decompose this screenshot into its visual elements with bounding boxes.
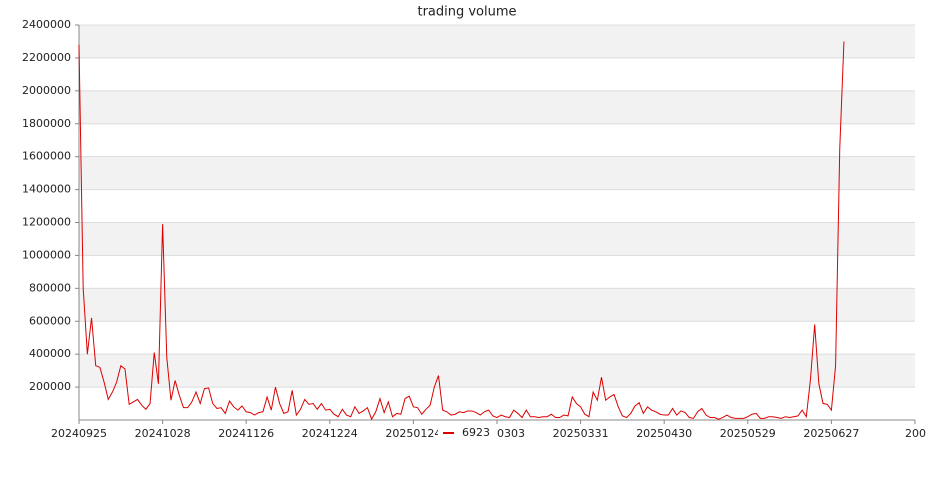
y-tick-label: 2200000 [22, 51, 71, 64]
x-tick-label: 20250124 [385, 427, 441, 440]
grid-band [79, 25, 915, 58]
y-tick-label: 2400000 [22, 18, 71, 31]
chart-title: trading volume [417, 5, 516, 20]
grid-band [79, 354, 915, 388]
y-tick-label: 600000 [29, 314, 71, 327]
grid-band [79, 156, 915, 190]
y-tick-label: 1400000 [22, 183, 71, 196]
y-tick-label: 1000000 [22, 248, 71, 261]
legend-label: 6923 [462, 426, 490, 439]
x-tick-label: 200 [905, 427, 926, 440]
y-tick-label: 800000 [29, 281, 71, 294]
y-tick-label: 200000 [29, 380, 71, 393]
x-tick-label: 20250529 [720, 427, 776, 440]
y-tick-label: 1600000 [22, 150, 71, 163]
grid-band [79, 90, 915, 124]
y-tick-label: 1200000 [22, 216, 71, 229]
x-tick-label: 20250627 [803, 427, 859, 440]
x-tick-label: 20240925 [51, 427, 107, 440]
line-series [78, 41, 845, 421]
x-tick-label: 20241126 [218, 427, 274, 440]
grid-band [79, 288, 915, 322]
x-tick-label: 20250331 [553, 427, 609, 440]
grid-band [79, 222, 915, 256]
y-tick-label: 2000000 [22, 84, 71, 97]
legend-box [438, 424, 497, 442]
x-tick-label: 20241224 [302, 427, 358, 440]
y-tick-label: 400000 [29, 347, 71, 360]
x-tick-label: 20241028 [135, 427, 191, 440]
y-tick-label: 1800000 [22, 117, 71, 130]
x-tick-label: 20250430 [636, 427, 692, 440]
